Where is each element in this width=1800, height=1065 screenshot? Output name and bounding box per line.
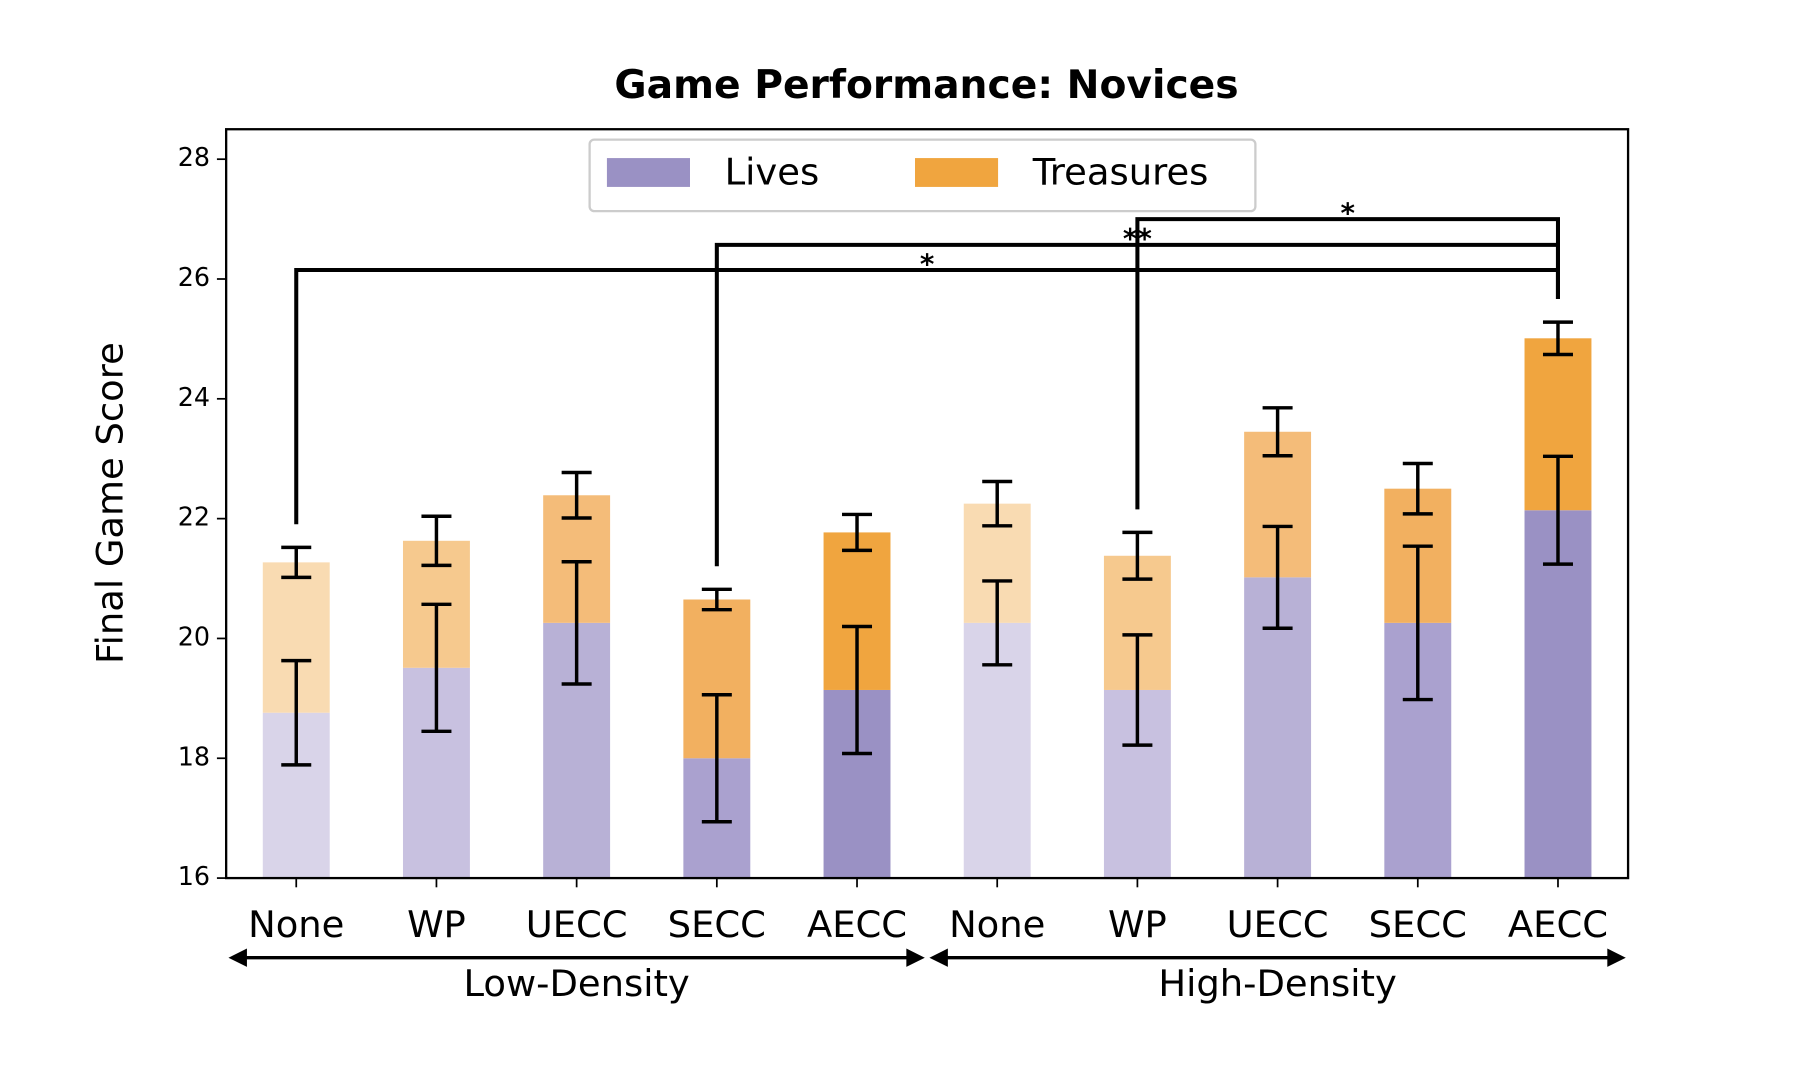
y-axis-label: Final Game Score (88, 342, 131, 664)
x-tick-label: None (949, 903, 1045, 946)
x-tick-label: SECC (668, 903, 766, 946)
y-tick-label: 18 (178, 741, 210, 771)
group-label: Low-Density (463, 962, 689, 1005)
y-tick-label: 22 (178, 502, 210, 532)
significance-bracket (1135, 217, 1560, 510)
x-tick-label: UECC (1227, 903, 1329, 946)
group-label: High-Density (1158, 962, 1396, 1005)
legend-label: Treasures (1032, 151, 1209, 194)
legend-label: Lives (725, 151, 820, 194)
x-tick-label: AECC (1508, 903, 1608, 946)
plot-frame (224, 128, 1630, 880)
chart-title: Game Performance: Novices (614, 63, 1238, 108)
x-tick-label: WP (1108, 903, 1167, 946)
legend-swatch (606, 158, 690, 187)
y-tick-label: 16 (178, 861, 210, 891)
arrow-head (906, 948, 925, 967)
x-tick-label: WP (407, 903, 466, 946)
significance-label: * (920, 247, 934, 280)
arrow-head (228, 948, 247, 967)
x-tick-label: UECC (526, 903, 628, 946)
y-tick-label: 26 (178, 262, 210, 292)
bar-segment (1524, 510, 1592, 879)
significance-label: * (1340, 196, 1354, 229)
x-tick-label: None (248, 903, 344, 946)
y-tick-label: 28 (178, 142, 210, 172)
x-tick-label: AECC (807, 903, 907, 946)
y-tick-label: 24 (178, 382, 210, 412)
y-tick-label: 20 (178, 621, 210, 651)
x-tick-label: SECC (1369, 903, 1467, 946)
arrow-head (1607, 948, 1626, 967)
legend-swatch (915, 158, 999, 187)
significance-bracket (294, 267, 1560, 525)
arrow-head (929, 948, 948, 967)
